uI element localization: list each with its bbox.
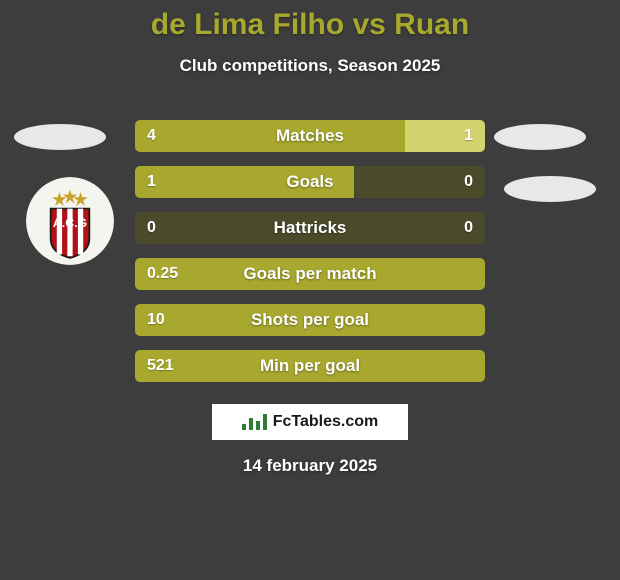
stat-right-value: 0 — [427, 212, 485, 244]
stat-neutral — [193, 212, 427, 244]
stat-left-value: 0 — [135, 212, 193, 244]
stat-left-value: 0.25 — [135, 258, 485, 290]
source-badge: FcTables.com — [212, 404, 408, 440]
stat-row: 10Shots per goal — [135, 304, 485, 336]
stat-rows: 41Matches10Goals00Hattricks0.25Goals per… — [0, 120, 620, 382]
bars-icon — [242, 414, 267, 430]
subtitle: Club competitions, Season 2025 — [0, 56, 620, 76]
stat-left-value: 10 — [135, 304, 485, 336]
stat-right-value: 1 — [405, 120, 486, 152]
stat-row: 521Min per goal — [135, 350, 485, 382]
stat-left-value: 4 — [135, 120, 405, 152]
stat-row: 10Goals — [135, 166, 485, 198]
source-badge-text: FcTables.com — [273, 413, 379, 431]
date-text: 14 february 2025 — [243, 456, 377, 476]
stat-right-value: 0 — [418, 166, 485, 198]
stat-row: 00Hattricks — [135, 212, 485, 244]
stat-neutral — [354, 166, 419, 198]
stat-row: 0.25Goals per match — [135, 258, 485, 290]
stat-left-value: 1 — [135, 166, 354, 198]
stat-row: 41Matches — [135, 120, 485, 152]
page-title: de Lima Filho vs Ruan — [0, 0, 620, 42]
comparison-infographic: de Lima Filho vs Ruan Club competitions,… — [0, 0, 620, 580]
stat-left-value: 521 — [135, 350, 485, 382]
